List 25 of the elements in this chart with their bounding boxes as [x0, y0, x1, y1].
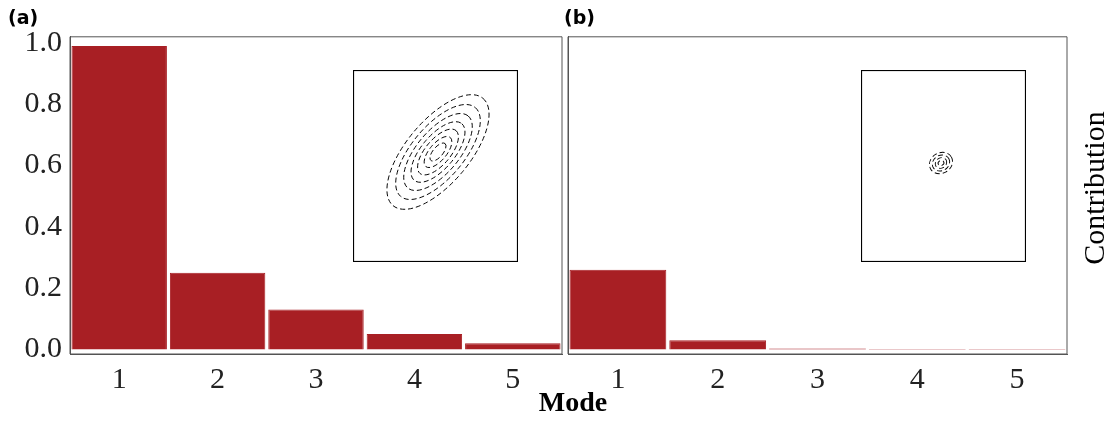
x-tick-label: 2: [710, 360, 726, 394]
bar: [569, 269, 667, 350]
x-tick-label: 3: [308, 360, 324, 394]
x-tick-label: 1: [610, 360, 626, 394]
y-tick-label: 0.4: [24, 207, 62, 241]
chart-title: (b): [564, 6, 595, 29]
bar: [669, 340, 767, 350]
y-tick-label: 0.2: [24, 268, 62, 302]
bar: [169, 272, 266, 350]
x-tick-label: 4: [406, 360, 422, 394]
bar: [366, 334, 463, 350]
bar: [71, 45, 167, 350]
x-tick-label: 5: [505, 360, 521, 394]
y-tick-label: 0.0: [24, 330, 62, 364]
x-axis-title: Mode: [538, 386, 608, 417]
y-tick-label: 0.8: [24, 85, 62, 119]
x-tick-label: 2: [210, 360, 226, 394]
x-tick-label: 1: [111, 360, 127, 394]
bar: [268, 309, 364, 350]
bar: [465, 343, 561, 350]
x-tick-label: 5: [1009, 360, 1025, 394]
x-tick-label: 3: [810, 360, 825, 394]
y-axis-title: Contribution: [1077, 111, 1111, 265]
y-tick-label: 0.6: [24, 146, 62, 180]
x-tick-label: 4: [909, 360, 925, 394]
